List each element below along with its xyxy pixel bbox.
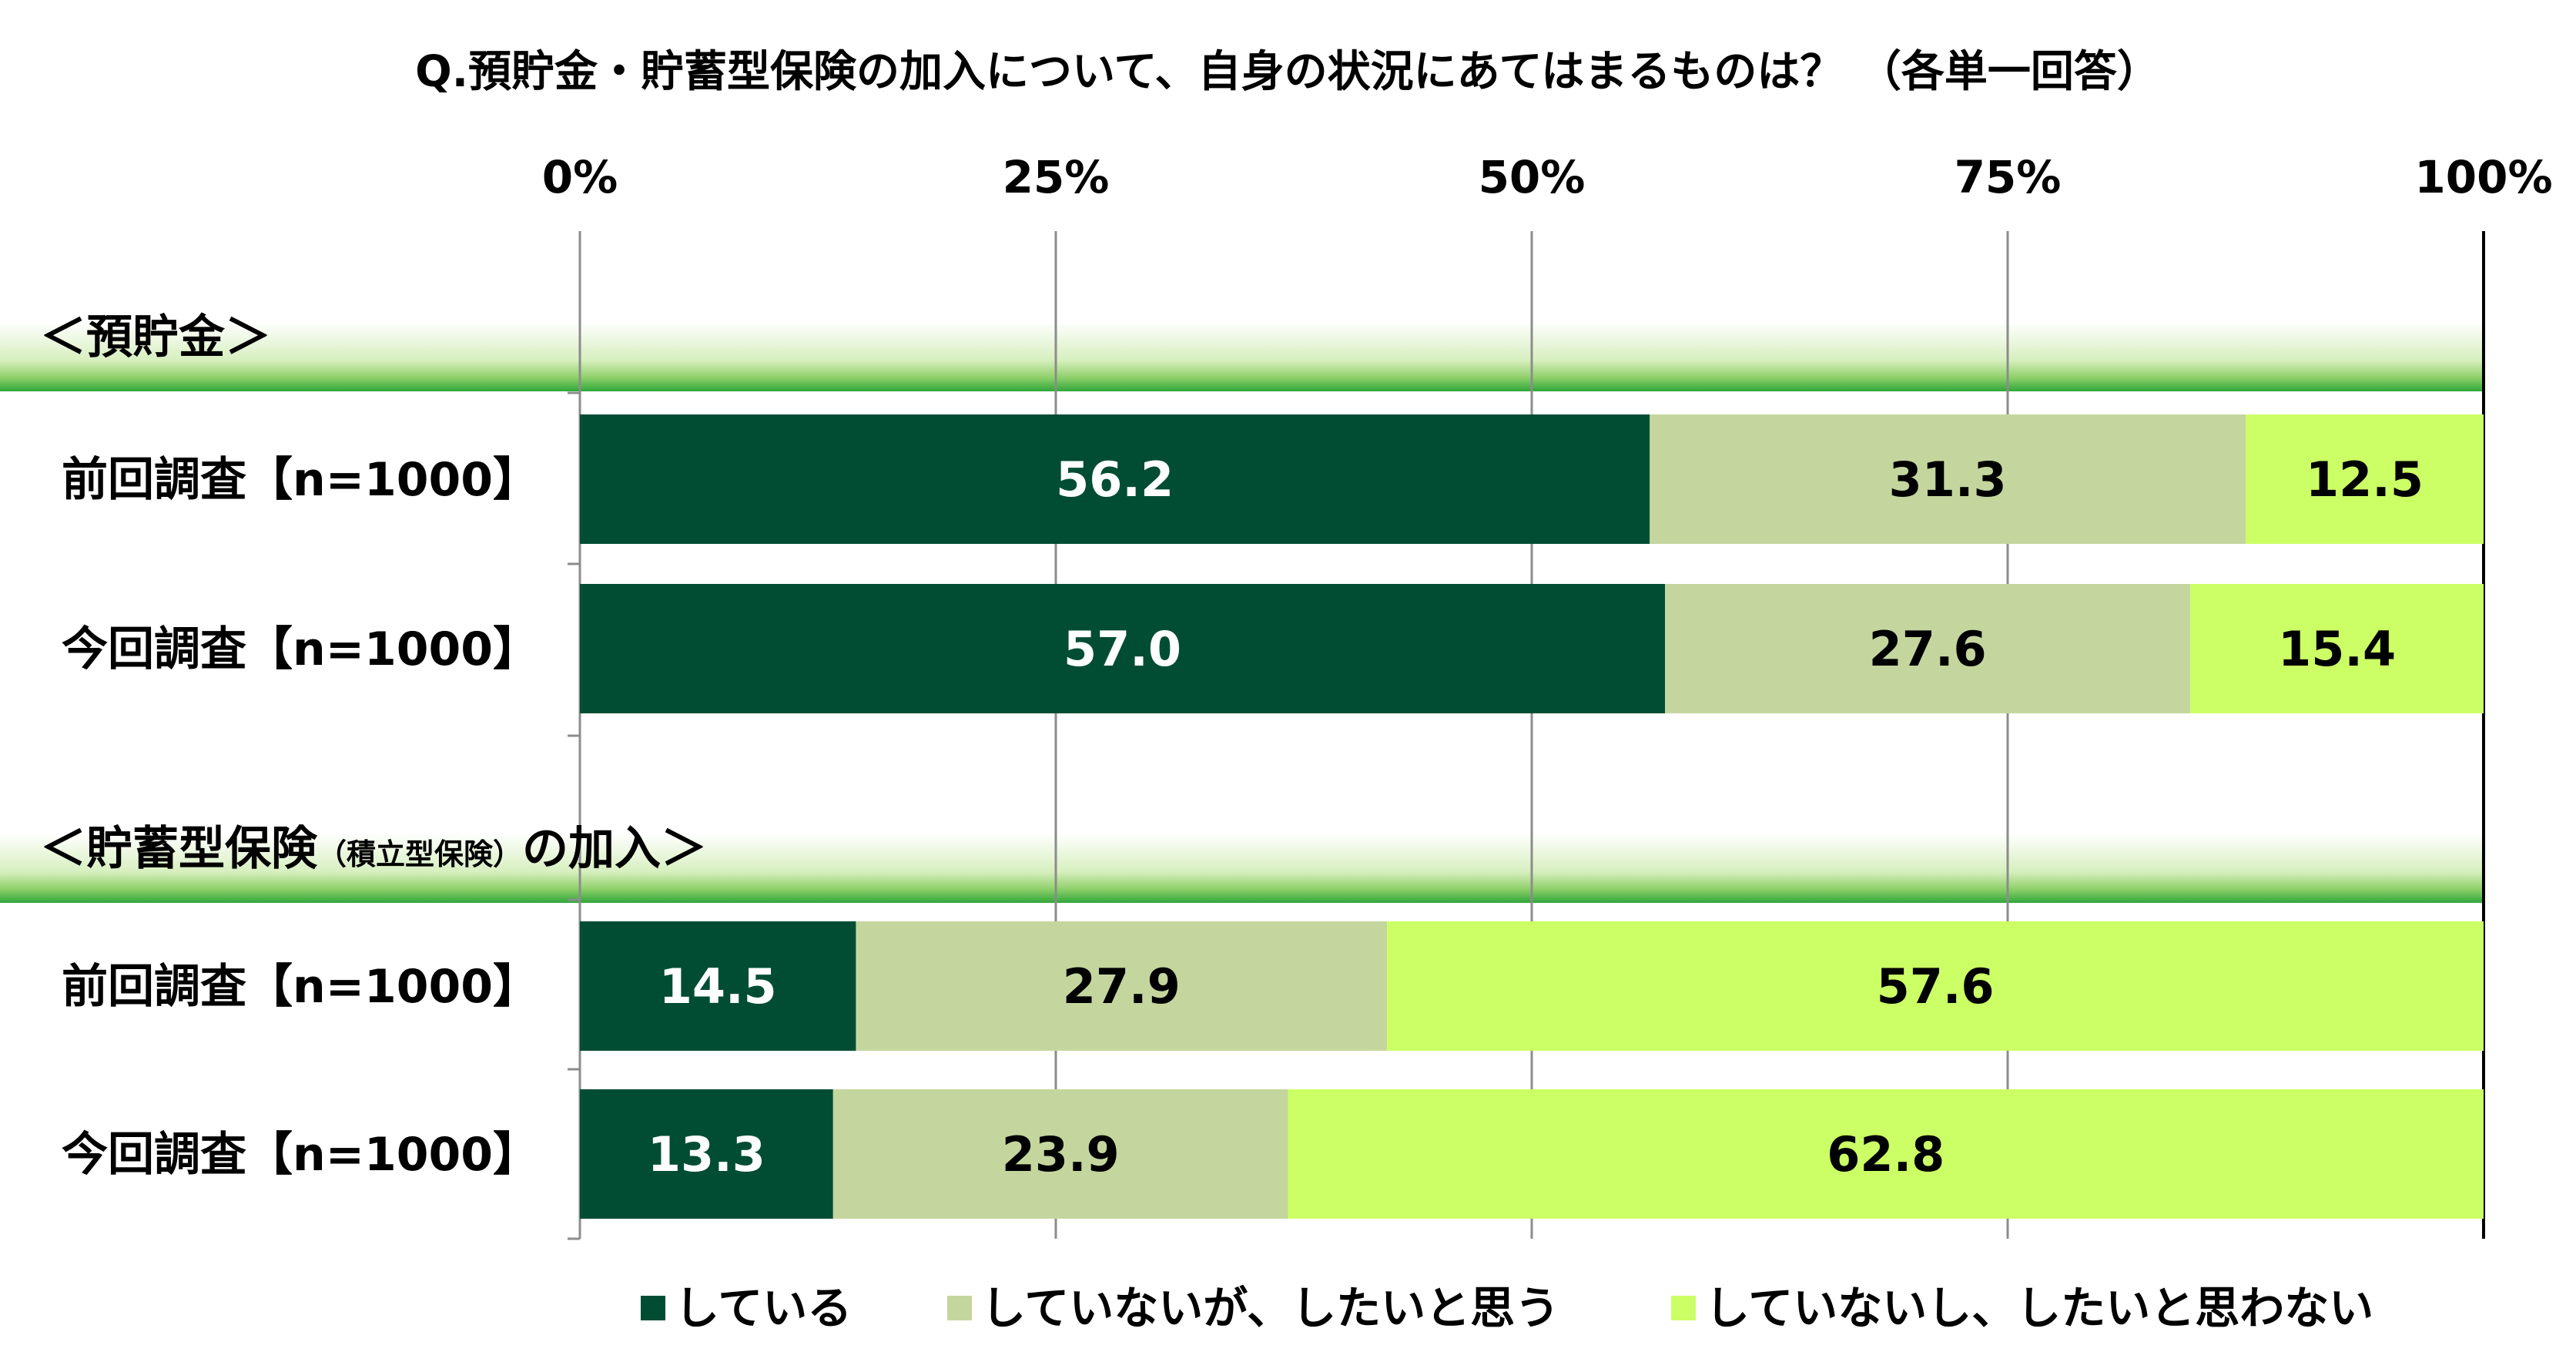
legend: している していないが、したいと思う していないし、したいと思わない xyxy=(641,1282,2373,1334)
legend-label: していないし、したいと思わない xyxy=(1705,1282,2373,1334)
group-label: ＜預貯金＞ xyxy=(40,310,271,364)
bar-segment xyxy=(580,1089,833,1219)
data-label: 27.6 xyxy=(1869,621,1987,677)
labels: ＜預貯金＞ ＜貯蓄型保険（積立型保険）の加入＞ 0% 25% 50% 75% 100% 前回調… xyxy=(40,151,2553,1183)
category-label: 前回調査【n=1000】 xyxy=(62,453,539,507)
legend-swatch xyxy=(641,1296,665,1320)
data-label: 62.8 xyxy=(1827,1126,1945,1183)
x-tick-label: 0% xyxy=(542,151,618,203)
legend-swatch xyxy=(1671,1296,1696,1320)
legend-label: していないが、したいと思う xyxy=(981,1282,1559,1334)
bar-segment xyxy=(832,1089,1288,1219)
group-label-tail: の加入＞ xyxy=(522,822,707,876)
bar-segment xyxy=(1387,921,2484,1051)
data-label: 23.9 xyxy=(1002,1126,1120,1183)
data-label: 27.9 xyxy=(1063,958,1181,1015)
data-label: 14.5 xyxy=(659,958,777,1015)
data-label: 57.0 xyxy=(1064,621,1181,677)
category-label: 今回調査【n=1000】 xyxy=(62,1128,539,1182)
bar-segment xyxy=(580,584,1666,713)
data-label: 56.2 xyxy=(1056,451,1174,508)
bars xyxy=(580,414,2484,1219)
bar-segment xyxy=(1665,584,2191,713)
bar-segment xyxy=(1650,414,2246,544)
legend-swatch xyxy=(947,1296,972,1320)
bar-segment xyxy=(2246,414,2484,544)
group-label: ＜貯蓄型保険（積立型保険）の加入＞ xyxy=(40,822,707,876)
legend-label: している xyxy=(675,1282,852,1334)
category-label: 今回調査【n=1000】 xyxy=(62,622,539,676)
data-label: 13.3 xyxy=(648,1126,765,1183)
category-label: 前回調査【n=1000】 xyxy=(62,960,539,1014)
group-label-main: ＜貯蓄型保険 xyxy=(40,822,318,876)
group-band xyxy=(0,322,2484,391)
group-band xyxy=(0,834,2484,903)
bar-segment xyxy=(2190,584,2484,713)
bar-segment xyxy=(1288,1089,2484,1219)
x-tick-label: 50% xyxy=(1479,151,1586,203)
data-label: 12.5 xyxy=(2306,451,2424,508)
bar-segment xyxy=(580,921,856,1051)
chart-title: Q.預貯金・貯蓄型保険の加入について、自身の状況にあてはまるものは？ （各単一回… xyxy=(415,47,2160,97)
group-bands xyxy=(0,322,2484,903)
data-label: 15.4 xyxy=(2278,621,2396,677)
x-tick-label: 25% xyxy=(1003,151,1110,203)
x-tick-label: 75% xyxy=(1955,151,2062,203)
x-tick-label: 100% xyxy=(2414,151,2552,203)
group-label-sub: （積立型保険） xyxy=(317,837,522,871)
group-label-main: ＜預貯金＞ xyxy=(40,310,271,364)
data-label: 57.6 xyxy=(1877,958,1995,1015)
bar-segment xyxy=(580,414,1650,544)
data-label: 31.3 xyxy=(1889,451,2007,508)
bar-segment xyxy=(856,921,1388,1051)
